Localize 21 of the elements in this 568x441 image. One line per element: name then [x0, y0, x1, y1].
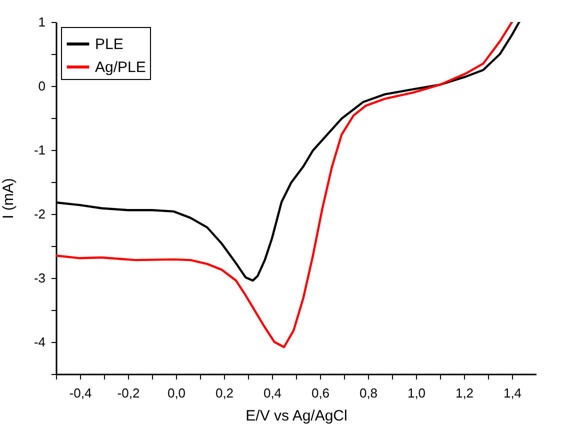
y-axis-title: I (mA)	[0, 178, 17, 219]
y-tick-label: -2	[34, 206, 46, 222]
x-tick-label: 1,2	[455, 386, 474, 400]
y-tick-label: -1	[34, 142, 46, 158]
x-tick-label: 1,4	[503, 386, 522, 400]
y-tick-label: -4	[34, 334, 46, 350]
line-series	[56, 22, 514, 348]
x-tick-label: 0,2	[215, 386, 234, 400]
legend-label: PLE	[95, 36, 124, 53]
x-tick-label: 0,0	[167, 386, 186, 400]
legend-label: Ag/PLE	[95, 59, 146, 76]
y-tick-label: 0	[38, 78, 46, 94]
x-tick-label: 1,0	[407, 386, 426, 400]
x-tick-label: 0,8	[359, 386, 378, 400]
y-tick-label: -3	[34, 270, 46, 286]
y-tick-label: 1	[38, 14, 46, 30]
x-tick-label: -0,4	[69, 386, 92, 400]
x-axis-title: E/V vs Ag/AgCl	[246, 408, 348, 424]
x-tick-label: -0,2	[117, 386, 140, 400]
x-tick-label: 0,6	[311, 386, 330, 400]
x-tick-label: 0,4	[263, 386, 282, 400]
